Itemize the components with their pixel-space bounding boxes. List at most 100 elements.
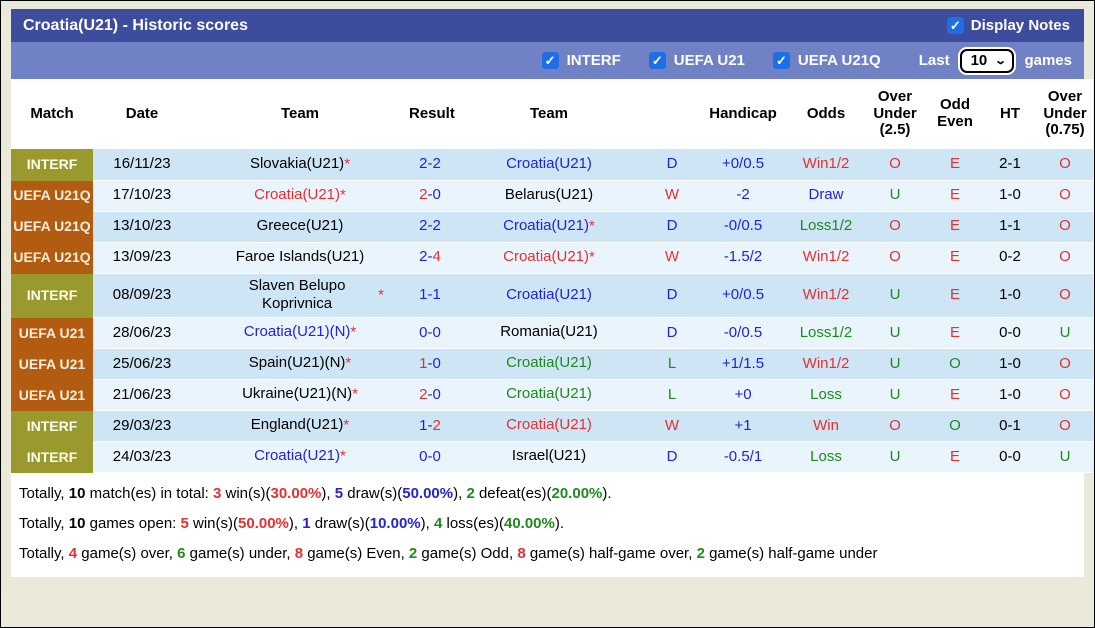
away-team-cell: Croatia(U21)* [451,211,647,243]
away-team-cell: Croatia(U21) [451,273,647,318]
odds-cell: Win1/2 [789,273,863,318]
last-label: Last [918,52,950,69]
uefa-u21q-checkbox[interactable]: ✓ [772,52,790,69]
home-team-star: * [343,416,350,434]
over-under-25-cell: U [863,180,927,212]
odds-cell: Draw [789,180,863,212]
away-team-name: Croatia(U21) [506,354,592,372]
date-cell: 16/11/23 [93,149,191,181]
match-type-badge: UEFA U21 [11,379,93,411]
match-type-badge: INTERF [11,149,93,181]
away-team-cell: Croatia(U21) [451,149,647,181]
wdl-cell: W [647,242,697,274]
away-team-cell: Croatia(U21)* [451,242,647,274]
over-under-075-cell: O [1037,180,1093,212]
home-score: 0 [419,323,428,341]
home-score: 2 [419,217,428,235]
table-row: UEFA U21Q 13/09/23 Faroe Islands(U21) 2-4 Cr… [11,242,1093,274]
wdl-cell: D [647,317,697,349]
home-team-name: Spain(U21)(N) [248,354,346,372]
score-separator: - [427,248,433,266]
odd-even-cell: E [927,317,983,349]
away-team-cell: Belarus(U21) [451,180,647,212]
away-score: 0 [432,385,441,403]
over-under-25-cell: U [863,317,927,349]
over-under-075-cell: U [1037,317,1093,349]
wdl-cell: W [647,180,697,212]
over-under-25-cell: O [863,149,927,181]
over-under-075-cell: U [1037,441,1093,473]
display-notes-checkbox[interactable]: ✓ [946,17,964,34]
handicap-cell: +0/0.5 [697,149,789,181]
table-row: UEFA U21 25/06/23 Spain(U21)(N)* 1-0 Croatia… [11,348,1093,380]
home-team-star: * [340,447,346,465]
odds-cell: Loss1/2 [789,211,863,243]
last-games-select[interactable]: 10 ⌄ [959,48,1015,73]
handicap-cell: +1 [697,410,789,442]
col-handicap: Handicap [697,79,789,149]
display-notes-group: ✓ Display Notes [946,17,1070,34]
away-score: 2 [432,416,441,434]
date-cell: 28/06/23 [93,317,191,349]
match-type-badge: INTERF [11,410,93,442]
home-score: 2 [419,248,428,266]
ht-cell: 0-0 [983,317,1037,349]
interf-checkbox[interactable]: ✓ [541,52,559,69]
table-row: INTERF 24/03/23 Croatia(U21)* 0-0 Israel(U21… [11,441,1093,473]
uefa-u21-checkbox[interactable]: ✓ [648,52,666,69]
summary-line: Totally, 10 match(es) in total: 3 win(s)… [19,485,612,502]
result-cell: 0-0 [409,441,451,473]
handicap-cell: -0/0.5 [697,317,789,349]
home-team-star: * [344,155,351,173]
away-team-cell: Israel(U21) [451,441,647,473]
over-under-075-cell: O [1037,211,1093,243]
over-under-25-cell: O [863,242,927,274]
home-team-cell: Ukraine(U21)(N)* [191,379,409,411]
table-row: UEFA U21 21/06/23 Ukraine(U21)(N)* 2-0 Croat… [11,379,1093,411]
away-team-name: Croatia(U21) [506,285,592,303]
handicap-cell: +0/0.5 [697,273,789,318]
uefa-u21q-label: UEFA U21Q [797,52,881,69]
away-team-name: Romania(U21) [500,323,598,341]
ht-cell: 1-0 [983,273,1037,318]
col-over-under-075: Over Under (0.75) [1037,79,1093,149]
away-score: 4 [432,248,441,266]
home-score: 2 [419,154,428,172]
odds-cell: Win1/2 [789,242,863,274]
table-row: UEFA U21Q 13/10/23 Greece(U21) 2-2 Croatia(U… [11,211,1093,243]
table-row: INTERF 16/11/23 Slovakia(U21)* 2-2 Croatia(U… [11,149,1093,181]
home-score: 1 [419,354,428,372]
col-odd-even: Odd Even [927,79,983,149]
ht-cell: 2-1 [983,149,1037,181]
filter-interf: ✓ INTERF [541,52,621,69]
wdl-cell: D [647,211,697,243]
odd-even-cell: E [927,379,983,411]
score-separator: - [427,217,433,235]
table-row: UEFA U21Q 17/10/23 Croatia(U21)* 2-0 Belarus… [11,180,1093,212]
date-cell: 17/10/23 [93,180,191,212]
handicap-cell: -1.5/2 [697,242,789,274]
table-header: Match Date Team Result Team Handicap Odd… [11,79,1093,149]
col-result: Result [409,79,455,149]
home-team-cell: Croatia(U21)* [191,441,409,473]
col-ht: HT [983,79,1037,149]
filter-uefa-u21q: ✓ UEFA U21Q [772,52,881,69]
date-cell: 25/06/23 [93,348,191,380]
odds-cell: Loss [789,379,863,411]
over-under-075-cell: O [1037,379,1093,411]
wdl-cell: D [647,273,697,318]
over-under-075-cell: O [1037,348,1093,380]
date-cell: 13/10/23 [93,211,191,243]
wdl-cell: L [647,348,697,380]
away-team-cell: Romania(U21) [451,317,647,349]
home-team-star: * [350,323,357,341]
summary-line: Totally, 10 games open: 5 win(s)(50.00%)… [19,515,565,532]
away-score: 0 [432,323,441,341]
away-team-star: * [589,248,595,266]
away-team-star: * [589,217,595,235]
over-under-075-cell: O [1037,410,1093,442]
home-team-cell: Faroe Islands(U21) [191,242,409,274]
col-away-team: Team [451,79,647,149]
away-team-cell: Croatia(U21) [451,410,647,442]
odd-even-cell: E [927,441,983,473]
